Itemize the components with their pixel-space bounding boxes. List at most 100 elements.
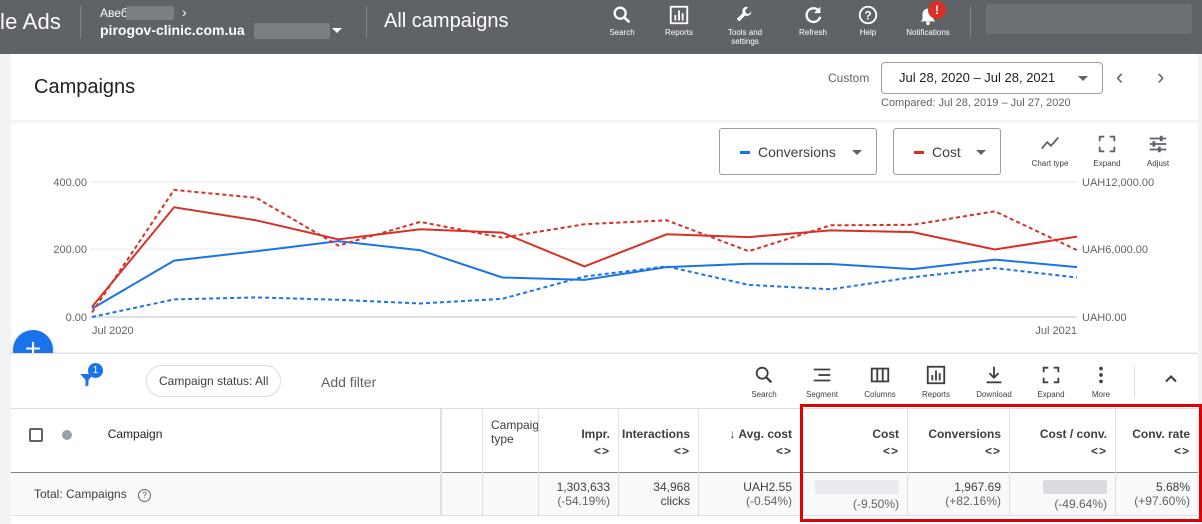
conversions-column-header[interactable]: Conversions <> — [908, 409, 1010, 474]
search-label: Search — [609, 28, 635, 37]
totals-label-cell: Total: Campaigns ? — [11, 473, 441, 516]
impr-header-label: Impr. — [581, 427, 610, 441]
campaign-status-filter-chip[interactable]: Campaign status: All — [146, 365, 282, 397]
campaign-column-header[interactable]: Campaign — [11, 409, 441, 474]
series-line-cost-solid — [91, 206, 1078, 308]
segment-button[interactable]: Segment — [801, 364, 843, 399]
campaign-type-cell — [483, 473, 539, 516]
chevron-up-icon[interactable] — [1161, 369, 1181, 389]
divider — [80, 6, 81, 38]
more-label: More — [1091, 390, 1111, 399]
download-button[interactable]: Download — [973, 364, 1015, 399]
y-right-tick: UAH12,000.00 — [1082, 177, 1154, 189]
cost-per-conv-change: (-49.64%) — [1054, 497, 1107, 511]
conv-rate-column-header[interactable]: Conv. rate <> — [1116, 409, 1198, 474]
divider — [366, 6, 367, 38]
metric-label: Cost — [932, 144, 961, 160]
avg-cost-change: (-0.54%) — [745, 494, 792, 508]
filter-count-badge: 1 — [88, 363, 103, 378]
y-right-tick: UAH0.00 — [1082, 312, 1127, 324]
refresh-button[interactable]: Refresh — [792, 4, 834, 37]
help-button[interactable]: ? Help — [847, 4, 889, 37]
metric-label: Conversions — [758, 144, 836, 160]
account-domain[interactable]: pirogov-clinic.com.ua — [100, 22, 245, 38]
avg-cost-column-header[interactable]: ↓ Avg. cost <> — [699, 409, 801, 474]
columns-button[interactable]: Columns — [859, 364, 901, 399]
date-preset-label: Custom — [828, 71, 870, 85]
account-name[interactable]: Авеб — [100, 6, 128, 20]
download-icon — [986, 366, 1002, 384]
chart-type-button[interactable]: Chart type — [1027, 133, 1073, 168]
sort-arrows-icon[interactable]: <> — [775, 444, 792, 458]
refresh-label: Refresh — [798, 28, 827, 37]
cost-per-conv-total-redacted — [1043, 480, 1107, 494]
series-swatch — [914, 151, 924, 154]
cost-per-conv-total-cell: (-49.64%) — [1010, 473, 1116, 516]
chart-expand-button[interactable]: Expand — [1089, 133, 1125, 168]
cost-total-redacted — [815, 480, 899, 494]
interactions-total: 34,968 — [653, 480, 690, 494]
account-dropdown-icon[interactable] — [332, 28, 342, 33]
conversions-header-label: Conversions — [928, 427, 1001, 441]
impr-column-header[interactable]: Impr. <> — [539, 409, 619, 474]
next-period-button[interactable]: › — [1157, 64, 1165, 89]
tools-settings-label: Tools and settings — [727, 28, 763, 46]
interactions-column-header[interactable]: Interactions <> — [619, 409, 699, 474]
table-search-label: Search — [751, 390, 777, 399]
conv-rate-total-cell: 5.68% (+97.60%) — [1116, 473, 1198, 516]
previous-period-button[interactable]: ‹ — [1116, 64, 1124, 89]
sort-arrows-icon[interactable]: <> — [1090, 444, 1107, 458]
search-icon — [755, 366, 773, 384]
help-icon[interactable]: ? — [138, 489, 152, 502]
dropdown-arrow-icon — [1078, 76, 1088, 81]
sort-arrows-icon[interactable]: <> — [673, 444, 690, 458]
search-button[interactable]: Search — [601, 4, 643, 37]
segment-label: Segment — [805, 390, 839, 399]
table-search-button[interactable]: Search — [745, 364, 783, 399]
cost-per-conv-column-header[interactable]: Cost / conv. <> — [1010, 409, 1116, 474]
search-icon — [613, 6, 631, 24]
y-left-tick: 0.00 — [66, 312, 87, 324]
account-name-redacted — [126, 6, 174, 20]
table-toolbar: 1 Campaign status: All Add filter Search… — [11, 353, 1198, 408]
y-right-tick: UAH6,000.00 — [1082, 244, 1148, 256]
table-expand-button[interactable]: Expand — [1033, 364, 1069, 399]
conv-rate-header-label: Conv. rate — [1132, 427, 1190, 441]
tune-icon — [1149, 135, 1167, 153]
compared-range: Compared: Jul 28, 2019 – Jul 27, 2020 — [881, 97, 1071, 109]
campaign-type-header-label: Campaign type — [491, 418, 539, 446]
top-bar: le Ads Авеб › pirogov-clinic.com.ua All … — [0, 0, 1202, 54]
chart-adjust-button[interactable]: Adjust — [1140, 133, 1176, 168]
campaign-type-column-header[interactable]: Campaign type — [483, 409, 539, 474]
wrench-icon — [736, 6, 752, 22]
more-button[interactable]: More — [1085, 364, 1117, 399]
cost-column-header[interactable]: Cost <> — [801, 409, 908, 474]
more-vert-icon — [1099, 366, 1103, 384]
add-filter-button[interactable]: Add filter — [321, 374, 377, 390]
date-range-picker[interactable]: Jul 28, 2020 – Jul 28, 2021 — [881, 62, 1103, 94]
sort-arrows-icon[interactable]: <> — [1173, 444, 1190, 458]
refresh-icon — [805, 6, 822, 24]
campaigns-table: Campaign Campaign type Impr. <> Interact… — [11, 408, 1198, 524]
chevron-right-icon[interactable]: › — [182, 4, 187, 20]
arrow-down-icon: ↓ — [729, 427, 736, 441]
interactions-unit: clicks — [660, 494, 690, 508]
help-label: Help — [859, 28, 877, 37]
select-all-checkbox[interactable] — [29, 427, 43, 442]
table-reports-button[interactable]: Reports — [917, 364, 955, 399]
tools-settings-button[interactable]: Tools and settings — [721, 4, 769, 46]
user-account-redacted[interactable] — [986, 4, 1192, 34]
dropdown-arrow-icon — [976, 150, 986, 155]
divider — [970, 6, 971, 38]
conv-rate-change: (+97.60%) — [1134, 494, 1190, 508]
conversions-total: 1,967.69 — [954, 480, 1001, 494]
filter-icon[interactable] — [78, 371, 96, 389]
metric-selector-conversions[interactable]: Conversions — [719, 128, 877, 175]
page-title: Campaigns — [34, 76, 136, 98]
reports-button[interactable]: Reports — [658, 4, 700, 37]
sort-arrows-icon[interactable]: <> — [593, 444, 610, 458]
sort-arrows-icon[interactable]: <> — [984, 444, 1001, 458]
metric-selector-cost[interactable]: Cost — [893, 128, 1001, 175]
sort-arrows-icon[interactable]: <> — [882, 444, 899, 458]
y-left-tick: 400.00 — [53, 177, 87, 189]
